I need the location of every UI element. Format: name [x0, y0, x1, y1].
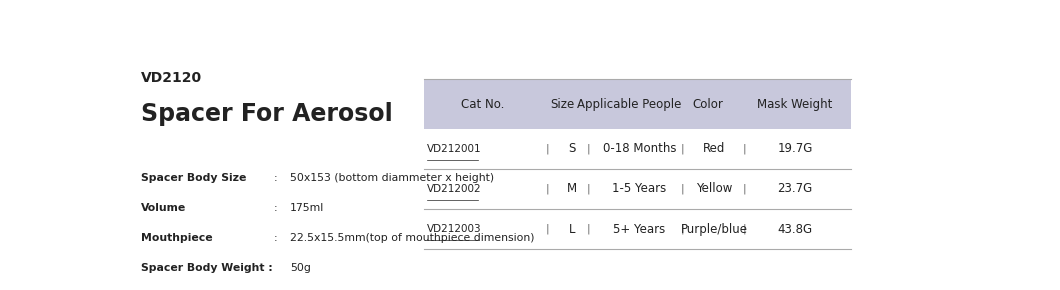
Text: |: |: [681, 224, 684, 234]
Text: S: S: [568, 142, 576, 155]
Text: Yellow: Yellow: [696, 182, 732, 195]
Text: Purple/blue: Purple/blue: [681, 222, 747, 235]
Text: VD212001: VD212001: [427, 144, 482, 154]
Text: Mask Weight: Mask Weight: [757, 97, 833, 110]
Text: Red: Red: [703, 142, 725, 155]
Text: |: |: [681, 144, 684, 154]
Text: |: |: [587, 224, 590, 234]
Text: :: :: [273, 173, 278, 183]
Text: 22.5x15.5mm(top of mouthpiece dimension): 22.5x15.5mm(top of mouthpiece dimension): [290, 233, 534, 243]
Text: |: |: [743, 144, 746, 154]
Text: VD212002: VD212002: [427, 184, 482, 194]
Text: Size: Size: [550, 97, 575, 110]
Text: 50g: 50g: [290, 263, 311, 273]
Text: L: L: [569, 222, 576, 235]
Text: 50x153 (bottom diammeter x height): 50x153 (bottom diammeter x height): [290, 173, 494, 183]
Text: |: |: [743, 184, 746, 194]
Text: |: |: [587, 144, 590, 154]
Text: Spacer Body Weight :: Spacer Body Weight :: [141, 263, 272, 273]
Text: |: |: [743, 224, 746, 234]
Text: 1-5 Years: 1-5 Years: [613, 182, 667, 195]
Text: VD212003: VD212003: [427, 224, 482, 234]
Text: Color: Color: [692, 97, 723, 110]
Text: |: |: [546, 144, 549, 154]
Text: 0-18 Months: 0-18 Months: [603, 142, 676, 155]
Text: Mouthpiece: Mouthpiece: [141, 233, 212, 243]
Text: M: M: [567, 182, 577, 195]
Text: Volume: Volume: [141, 203, 186, 213]
Text: |: |: [546, 224, 549, 234]
Text: |: |: [681, 184, 684, 194]
Text: Spacer Body Size: Spacer Body Size: [141, 173, 246, 183]
Text: 23.7G: 23.7G: [777, 182, 813, 195]
Text: :: :: [273, 233, 278, 243]
Text: 175ml: 175ml: [290, 203, 324, 213]
Text: 19.7G: 19.7G: [777, 142, 813, 155]
Text: |: |: [546, 184, 549, 194]
Text: Cat No.: Cat No.: [461, 97, 505, 110]
Text: Spacer For Aerosol: Spacer For Aerosol: [141, 102, 392, 126]
Text: 5+ Years: 5+ Years: [614, 222, 666, 235]
Bar: [424, 79, 851, 128]
Text: |: |: [587, 184, 590, 194]
Text: :: :: [273, 203, 278, 213]
Text: VD2120: VD2120: [141, 70, 201, 84]
Text: 43.8G: 43.8G: [777, 222, 813, 235]
Text: Applicable People: Applicable People: [578, 97, 682, 110]
